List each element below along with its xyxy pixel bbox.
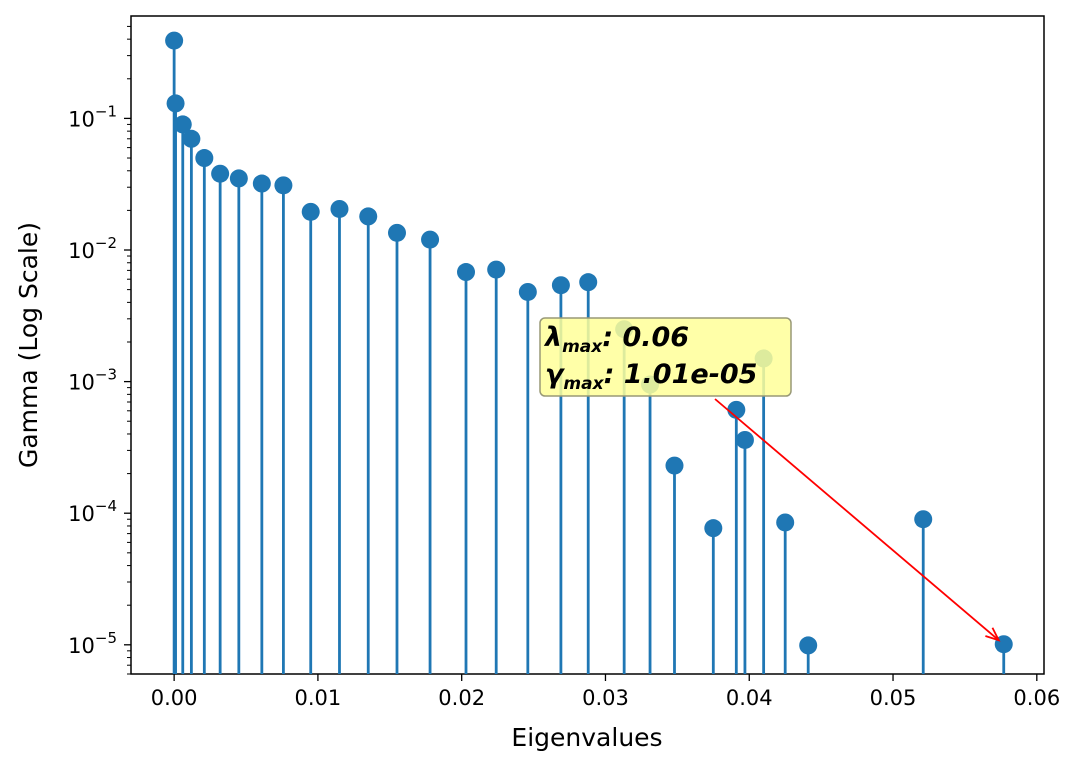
lambda-value: : 0.06 [602, 322, 689, 353]
stem-marker [457, 263, 476, 282]
stem-marker [776, 513, 795, 532]
x-tick-label: 0.03 [582, 686, 629, 710]
y-axis: 10−1 10−2 10−3 10−4 10−5 [68, 102, 131, 658]
annotation-arrow [714, 398, 1000, 641]
x-tick-label: 0.00 [151, 686, 198, 710]
x-tick-label: 0.06 [1013, 686, 1060, 710]
stem-marker [421, 230, 440, 249]
lambda-symbol: λ [543, 322, 562, 353]
annotation-box [539, 317, 792, 397]
gamma-subscript: max [563, 374, 604, 394]
stem-marker [735, 430, 754, 449]
stem-marker [274, 176, 293, 195]
minor-ticks [127, 25, 131, 675]
marker-series [165, 31, 1013, 655]
stem-marker [330, 199, 349, 218]
stem-marker [195, 149, 214, 168]
max-annotation: λmax: 0.06 γmax: 1.01e-05 [539, 317, 1001, 642]
x-tick-label: 0.02 [438, 686, 485, 710]
y-tick-label: 10−4 [68, 497, 117, 526]
x-tick-label: 0.04 [726, 686, 773, 710]
x-axis: 0.00 0.01 0.02 0.03 0.04 0.05 0.06 [151, 674, 1060, 710]
stem-marker [252, 174, 271, 193]
y-tick-label: 10−2 [68, 234, 117, 263]
stem-marker [914, 510, 933, 529]
stem-marker [799, 636, 818, 655]
stem-marker [518, 282, 537, 301]
stem-marker [182, 129, 201, 148]
y-tick-label: 10−5 [68, 629, 117, 658]
stem-marker [551, 276, 570, 295]
stem-marker [579, 273, 598, 292]
stem-marker [487, 260, 506, 279]
lambda-subscript: max [562, 337, 603, 357]
annotation-lambda: λmax: 0.06 [543, 322, 689, 357]
stem-marker [166, 94, 185, 113]
y-axis-title: Gamma (Log Scale) [14, 222, 43, 468]
stem-marker [301, 202, 320, 221]
stem-marker [704, 519, 723, 538]
stem-series [172, 40, 1006, 674]
x-tick-label: 0.01 [295, 686, 342, 710]
stem-marker [211, 164, 230, 183]
gamma-value: : 1.01e-05 [604, 359, 758, 390]
stem-marker [173, 115, 192, 134]
annotation-arrowhead [985, 627, 1001, 642]
annotation-gamma: γmax: 1.01e-05 [545, 359, 757, 394]
x-axis-title: Eigenvalues [511, 723, 662, 752]
stem-marker [165, 31, 184, 50]
y-tick-label: 10−3 [68, 366, 117, 395]
x-tick-label: 0.05 [870, 686, 917, 710]
stem-marker [665, 456, 684, 475]
y-tick-label: 10−1 [68, 102, 117, 131]
stem-marker [387, 223, 406, 242]
stem-marker [229, 169, 248, 188]
gamma-symbol: γ [545, 359, 565, 390]
stem-marker [359, 207, 378, 226]
